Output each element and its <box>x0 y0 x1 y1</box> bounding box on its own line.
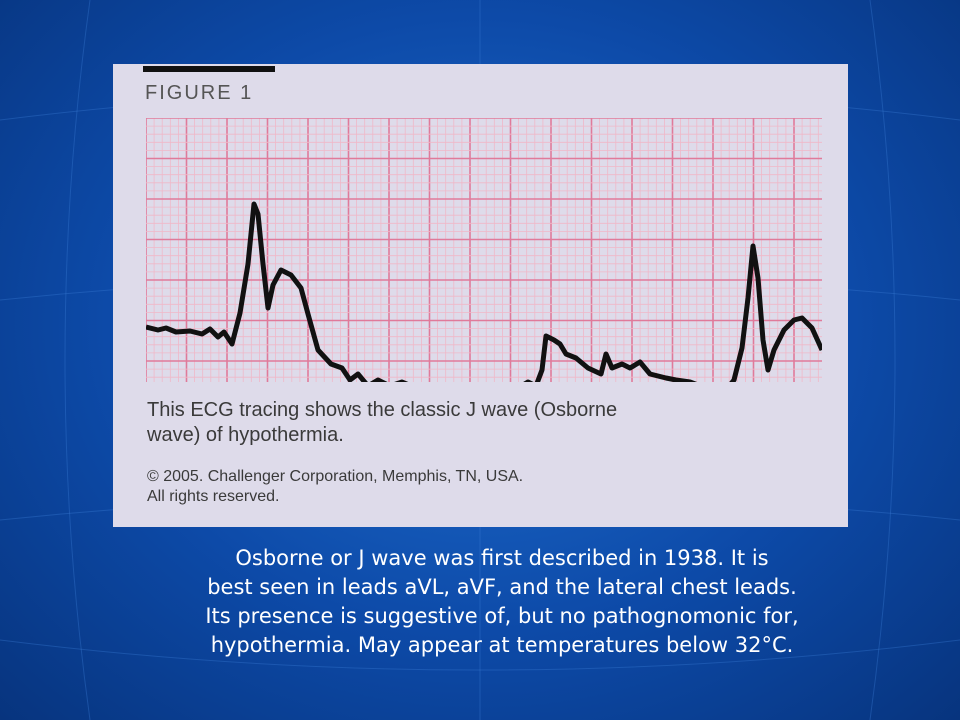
copyright: © 2005. Challenger Corporation, Memphis,… <box>147 467 523 507</box>
figure-label: FIGURE 1 <box>145 82 254 104</box>
ecg-trace <box>146 201 822 382</box>
slide-line: Its presence is suggestive of, but no pa… <box>205 604 799 628</box>
caption-line: wave) of hypothermia. <box>147 424 344 446</box>
slide-text: Osborne or J wave was first described in… <box>0 544 960 660</box>
copyright-line: All rights reserved. <box>147 488 280 505</box>
slide-line: hypothermia. May appear at temperatures … <box>210 633 794 657</box>
figure-caption: This ECG tracing shows the classic J wav… <box>147 398 617 448</box>
copyright-line: © 2005. Challenger Corporation, Memphis,… <box>147 468 524 485</box>
slide-line: best seen in leads aVL, aVF, and the lat… <box>207 575 797 599</box>
caption-line: This ECG tracing shows the classic J wav… <box>147 399 618 421</box>
slide-line: Osborne or J wave was first described in… <box>235 546 769 570</box>
figure-panel: FIGURE 1 This ECG tracing shows the clas… <box>113 64 848 527</box>
ecg-tracing <box>146 118 822 382</box>
top-bar <box>143 66 275 72</box>
